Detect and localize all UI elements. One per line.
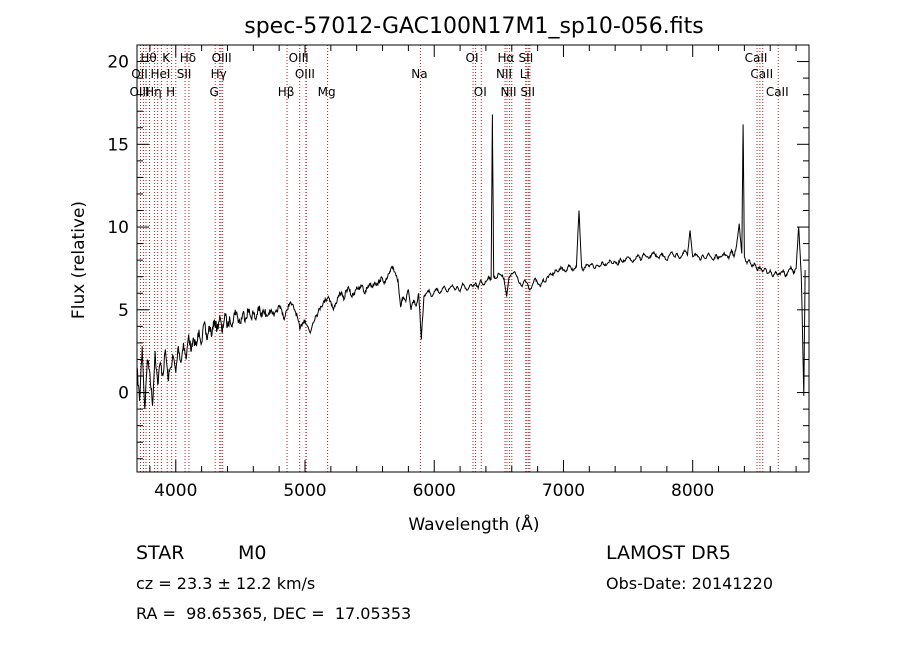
coordinates: RA = 98.65365, DEC = 17.05353 — [136, 604, 412, 623]
plot-frame — [136, 44, 810, 473]
x-tick-label: 4000 — [154, 481, 197, 501]
spectral-line-label: K — [162, 51, 171, 65]
x-axis-label: Wavelength (Å) — [408, 513, 539, 535]
spectrum-line — [136, 114, 806, 410]
spectral-line-label: Hθ — [140, 51, 156, 65]
spectral-line-label: Hη — [145, 85, 162, 99]
y-axis-label: Flux (relative) — [69, 201, 89, 319]
spectral-line-label: Hγ — [211, 67, 227, 81]
spectral-line-labels: Hθ K Hδ OIII OIII OI Hα SII CaII OII HeI SII Hγ OIII N… — [129, 51, 788, 99]
spectral-line-label: OIII — [289, 51, 309, 65]
y-tick-label: 0 — [118, 384, 129, 404]
spectral-line-label: SII — [519, 51, 534, 65]
spectral-line-label: Mg — [318, 85, 336, 99]
observation-date: Obs-Date: 20141220 — [606, 574, 774, 593]
spectral-line-label: OI — [474, 85, 487, 99]
spectral-line-label: Hβ — [278, 85, 295, 99]
spectral-line-label: HeI — [150, 67, 170, 81]
x-tick-label: 7000 — [542, 481, 585, 501]
x-tick-label: 8000 — [671, 481, 714, 501]
spectral-line-label: OIII — [212, 51, 232, 65]
spectral-line-label: NII — [496, 67, 512, 81]
spectral-line-label: Hδ — [180, 51, 196, 65]
spectral-line-label: OI — [466, 51, 479, 65]
object-class: STAR — [136, 542, 185, 564]
spectral-line-label: H — [166, 85, 175, 99]
spectral-line-label: OIII — [129, 85, 149, 99]
y-tick-label: 15 — [107, 135, 129, 155]
spectral-line-label: Hα — [498, 51, 515, 65]
object-subclass: M0 — [238, 542, 267, 564]
spectral-line-label: CaII — [750, 67, 773, 81]
spectral-line-label: G — [210, 85, 219, 99]
chart-title: spec-57012-GAC100N17M1_sp10-056.fits — [244, 14, 704, 39]
spectral-line-label: CaII — [766, 85, 789, 99]
spectral-line-label: Li — [520, 67, 530, 81]
x-tick-label: 5000 — [283, 481, 326, 501]
y-tick-label: 5 — [118, 301, 129, 321]
spectral-line-label: OIII — [295, 67, 315, 81]
redshift-cz: cz = 23.3 ± 12.2 km/s — [136, 574, 316, 593]
x-tick-label: 6000 — [413, 481, 456, 501]
spectral-line-label: CaII — [745, 51, 768, 65]
survey-name: LAMOST DR5 — [606, 542, 731, 564]
spectral-line-label: SII — [520, 85, 535, 99]
spectral-line-label: NII — [501, 85, 517, 99]
y-tick-label: 20 — [107, 53, 129, 73]
spectral-line-markers — [139, 45, 779, 472]
axis-ticks: 4000 5000 6000 7000 8000 0 5 10 15 20 — [107, 45, 809, 501]
spectral-line-label: OII — [131, 67, 148, 81]
spectral-line-label: SII — [177, 67, 192, 81]
y-tick-label: 10 — [107, 218, 129, 238]
spectral-line-label: Na — [411, 67, 427, 81]
